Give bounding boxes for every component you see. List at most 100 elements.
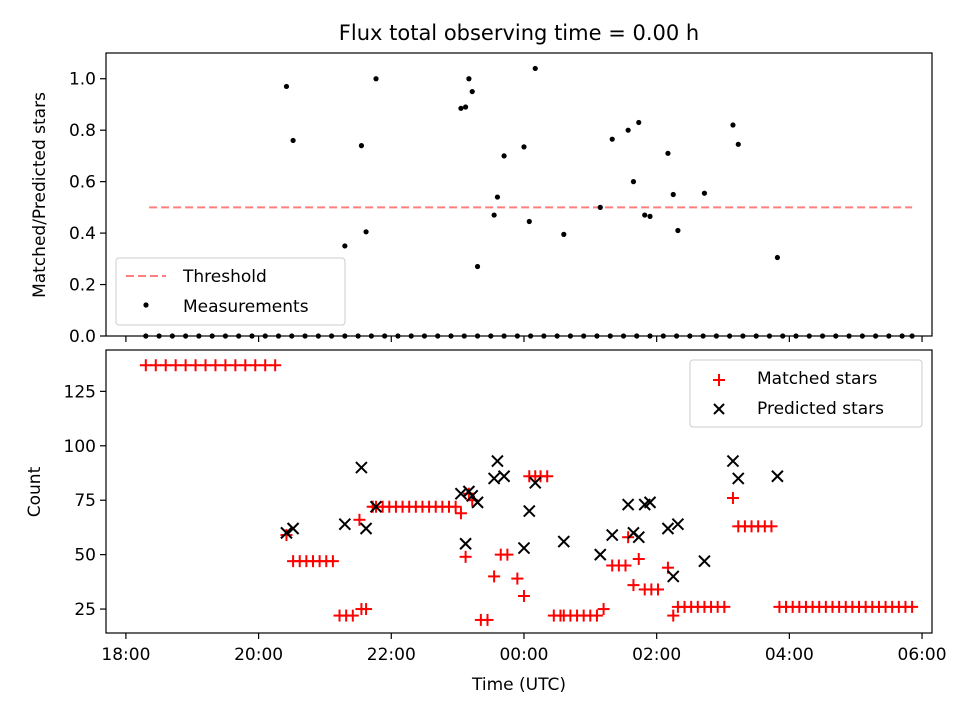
bottom-y-ticks: 25 50 75 100 125 <box>64 382 106 620</box>
measurement-point <box>727 333 733 339</box>
measurement-point <box>236 333 242 339</box>
measurement-point <box>740 333 746 339</box>
measurement-point <box>665 150 671 156</box>
measurement-point <box>675 227 681 234</box>
top-y-axis-label: Matched/Predicted stars <box>30 92 50 298</box>
predicted-star-marker <box>726 454 740 468</box>
matched-star-marker <box>632 552 645 565</box>
measurement-point <box>634 333 640 339</box>
measurement-point <box>793 333 799 339</box>
predicted-star-marker <box>606 528 619 542</box>
predicted-star-marker <box>732 472 745 485</box>
measurement-point <box>642 212 648 218</box>
top-legend: Threshold Measurements <box>115 257 346 326</box>
measurement-point <box>143 333 149 339</box>
measurement-point <box>328 333 335 339</box>
measurement-point <box>156 333 162 339</box>
predicted-star-marker <box>529 476 542 489</box>
measurement-point <box>620 333 627 339</box>
measurement-point <box>909 333 915 339</box>
predicted-star-marker <box>667 570 680 583</box>
measurement-point <box>315 333 321 339</box>
measurement-point <box>368 333 374 339</box>
matched-star-marker <box>481 613 494 626</box>
top-legend-box <box>115 257 346 326</box>
predicted-star-marker <box>286 522 300 535</box>
measurement-point <box>249 333 255 339</box>
predicted-star-marker <box>487 472 501 485</box>
predicted-star-marker <box>338 517 352 531</box>
measurements-legend-label: Measurements <box>183 297 309 317</box>
predicted-star-marker <box>557 535 570 548</box>
measurement-point <box>597 204 603 210</box>
top-y-tick-label: 0.2 <box>69 276 96 296</box>
matched-star-marker <box>667 609 680 622</box>
measurement-point <box>532 65 538 72</box>
measurement-point <box>448 333 454 339</box>
measurement-point <box>625 127 631 133</box>
measurement-point <box>521 144 527 150</box>
predicted-star-marker <box>632 531 645 544</box>
bottom-y-tick-label: 100 <box>64 437 96 457</box>
top-y-tick-label: 0.6 <box>69 173 96 193</box>
matched-star-marker <box>459 550 472 563</box>
measurement-point <box>169 333 175 339</box>
measurement-point <box>647 333 653 339</box>
predicted-star-marker <box>359 522 373 535</box>
measurement-point <box>461 333 467 339</box>
matched-star-marker <box>269 359 282 372</box>
bottom-y-tick-label: 125 <box>64 382 96 402</box>
bottom-y-tick-label: 75 <box>74 491 96 511</box>
matched-star-marker <box>718 600 731 613</box>
bottom-x-tick-label: 04:00 <box>765 645 814 665</box>
measurement-point <box>806 333 812 339</box>
measurement-point <box>501 333 507 339</box>
predicted-legend-label: Predicted stars <box>757 399 884 419</box>
matched-star-marker <box>353 513 366 526</box>
measurement-point <box>660 333 666 339</box>
measurement-point <box>474 263 481 270</box>
top-y-tick-label: 0.0 <box>69 327 96 347</box>
measurement-point <box>609 136 615 142</box>
measurement-point <box>373 76 379 82</box>
measurement-point <box>886 333 892 339</box>
measurement-point <box>501 153 507 159</box>
measurement-point <box>289 333 295 339</box>
matched-star-marker <box>488 570 501 583</box>
matched-star-marker <box>326 555 339 568</box>
matched-star-marker <box>619 559 632 572</box>
predicted-star-marker <box>459 537 472 550</box>
predicted-star-marker <box>671 517 685 531</box>
measurement-point <box>594 333 600 339</box>
matched-star-marker <box>360 603 373 616</box>
bottom-x-tick-label: 20:00 <box>234 645 283 665</box>
bottom-y-tick-label: 50 <box>74 546 96 566</box>
measurement-point <box>435 333 441 339</box>
bottom-legend: Matched stars Predicted stars <box>689 359 923 428</box>
measurement-point <box>670 191 676 198</box>
measurement-point <box>458 105 464 111</box>
measurement-point <box>222 333 229 339</box>
predicted-star-marker <box>621 498 635 511</box>
predicted-stars-series <box>280 454 784 583</box>
measurement-point <box>766 333 773 339</box>
predicted-star-marker <box>280 526 293 540</box>
matched-star-marker <box>541 470 554 483</box>
matched-legend-swatch <box>713 374 725 386</box>
measurement-point <box>700 333 706 339</box>
measurement-point <box>469 88 475 95</box>
predicted-star-marker <box>523 504 536 518</box>
predicted-star-marker <box>594 548 607 561</box>
predicted-legend-swatch <box>713 403 725 415</box>
measurement-point <box>846 333 852 339</box>
measurement-point <box>819 333 826 339</box>
chart-title: Flux total observing time = 0.00 h <box>339 21 699 45</box>
measurement-point <box>355 333 361 339</box>
measurement-point <box>209 333 215 339</box>
bottom-panel: Count Time (UTC) 25 50 75 100 125 18:00 20:00… <box>25 349 947 695</box>
measurement-point <box>873 333 879 339</box>
measurement-point <box>647 213 653 219</box>
threshold-legend-label: Threshold <box>182 267 267 287</box>
matched-star-marker <box>501 548 514 561</box>
matched-star-marker <box>906 600 919 613</box>
